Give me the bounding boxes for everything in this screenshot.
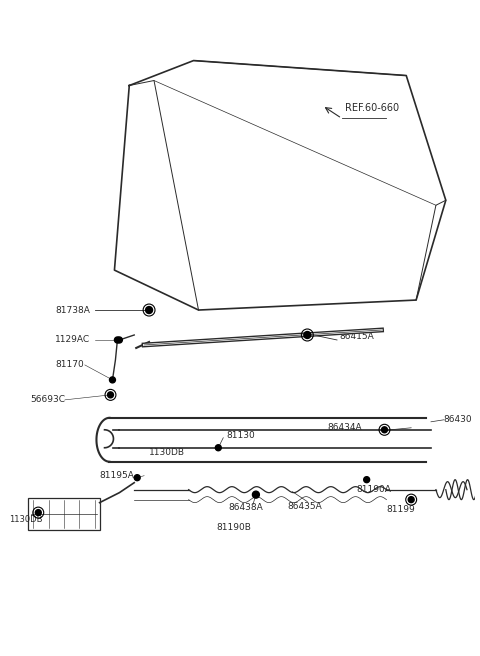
Circle shape	[145, 306, 153, 314]
Text: 81170: 81170	[55, 360, 84, 369]
Text: 86434A: 86434A	[327, 423, 362, 432]
Text: 81738A: 81738A	[55, 306, 90, 314]
Text: REF.60-660: REF.60-660	[345, 104, 399, 113]
Text: 1130DB: 1130DB	[9, 515, 42, 524]
Text: 81190A: 81190A	[357, 485, 392, 494]
Text: 56693C: 56693C	[30, 396, 65, 404]
Circle shape	[114, 337, 120, 343]
Bar	[28, 498, 100, 529]
Text: 86438A: 86438A	[228, 503, 263, 512]
Text: 81190B: 81190B	[216, 523, 251, 532]
Circle shape	[134, 475, 140, 481]
Text: 81199: 81199	[386, 505, 415, 514]
Circle shape	[304, 331, 311, 338]
Circle shape	[36, 510, 41, 516]
Text: 86435A: 86435A	[288, 502, 322, 511]
Circle shape	[364, 477, 370, 483]
Circle shape	[252, 491, 259, 498]
Text: 86430: 86430	[444, 415, 472, 424]
Circle shape	[117, 337, 122, 343]
Circle shape	[408, 497, 414, 502]
Circle shape	[108, 392, 113, 398]
Text: 1130DB: 1130DB	[149, 448, 185, 457]
Circle shape	[109, 377, 115, 383]
Text: 81195A: 81195A	[100, 471, 134, 480]
Circle shape	[382, 427, 387, 433]
Circle shape	[216, 445, 221, 451]
Text: 81130: 81130	[226, 431, 255, 440]
Text: 1129AC: 1129AC	[55, 335, 90, 344]
Text: 86415A: 86415A	[339, 333, 374, 342]
